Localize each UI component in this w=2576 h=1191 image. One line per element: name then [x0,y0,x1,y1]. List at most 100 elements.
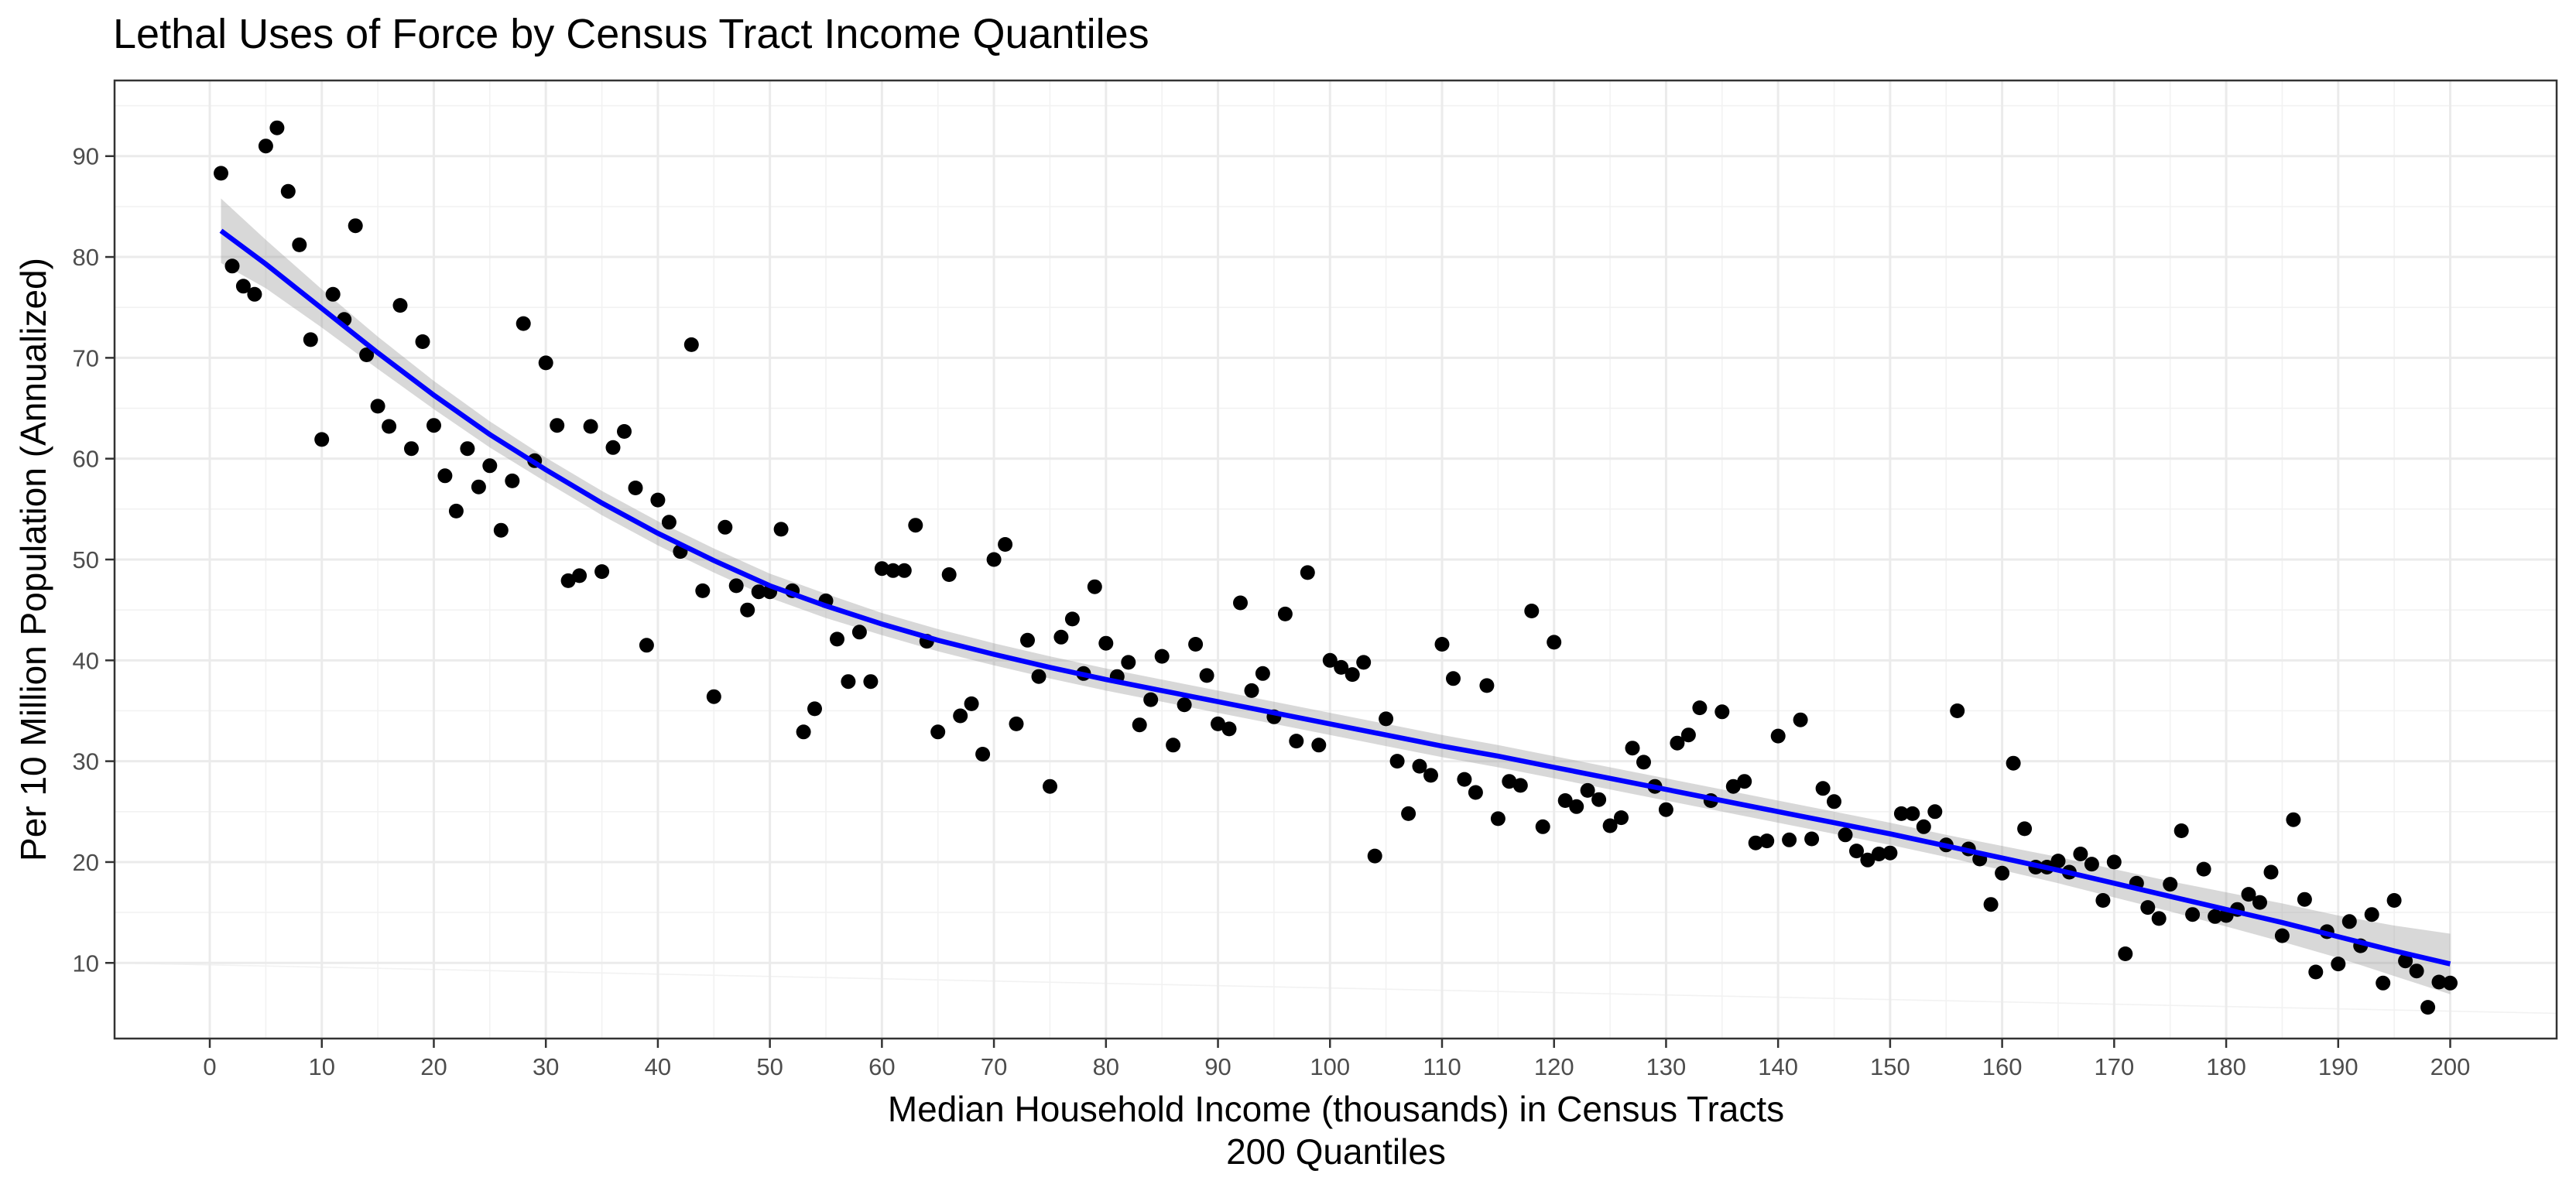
data-point [1770,728,1786,744]
x-tick-label: 120 [1534,1053,1574,1080]
y-minor-gridline [114,962,2557,1015]
data-point [493,522,509,538]
x-axis-sublabel: 200 Quantiles [1226,1131,1446,1172]
data-point [1132,717,1147,733]
data-point [359,347,375,362]
data-point [2073,847,2088,861]
data-point [1950,703,1965,718]
data-point [2151,911,2167,926]
data-point [1860,852,1875,868]
data-point [2341,914,2357,929]
x-tick-label: 30 [533,1053,559,1080]
data-point [1009,716,1024,731]
y-tick-label: 20 [73,849,99,876]
data-point [583,419,598,434]
data-point [1782,832,1797,847]
data-point [863,674,879,690]
data-point [1446,671,1461,686]
data-point [560,573,576,588]
y-axis: 10 20 30 40 50 60 70 80 90 [73,143,115,977]
data-point [2118,946,2133,961]
data-point [986,552,1002,567]
data-point [1827,794,1841,809]
data-point [1591,792,1607,807]
data-point [538,355,553,371]
x-tick-label: 150 [1870,1053,1910,1080]
data-point [2006,755,2021,771]
data-point [1345,667,1360,683]
data-point [572,568,587,584]
data-point [1916,819,1931,834]
data-point [482,458,498,474]
data-point [941,567,957,582]
data-point [1512,778,1528,793]
data-point [1849,844,1864,859]
data-point [2163,877,2178,892]
data-point [1401,806,1416,821]
data-point [2084,857,2099,872]
data-point [661,515,677,530]
chart-title: Lethal Uses of Force by Census Tract Inc… [113,11,1149,57]
data-point [2364,907,2379,922]
data-point [639,638,654,653]
data-point [896,563,912,578]
data-point [1871,847,1886,861]
confidence-band-layer [221,198,2451,994]
data-point [1759,833,1775,849]
data-point [650,492,666,508]
data-point [1580,782,1595,798]
x-tick-label: 80 [1093,1053,1119,1080]
data-point [2252,895,2267,910]
data-point [437,468,453,484]
data-point [1423,768,1438,783]
x-tick-label: 50 [756,1053,783,1080]
data-point [2196,861,2211,877]
data-point [628,481,643,495]
data-point [2095,893,2111,908]
data-point [841,674,856,690]
data-point [2174,823,2189,838]
x-axis: 0 10 20 30 40 50 60 70 80 90 100 110 120 130 140 150 160… [203,1039,2470,1080]
data-point [751,584,766,600]
data-point [415,334,430,349]
data-point [975,747,991,761]
data-point [1905,806,1920,821]
y-tick-label: 40 [73,647,99,674]
data-point [2431,974,2447,990]
y-tick-label: 60 [73,446,99,473]
data-point [1154,649,1170,664]
data-point [1211,716,1225,731]
data-point [1524,604,1540,618]
data-points-layer [214,120,2458,1015]
data-point [448,503,464,518]
data-point [1479,678,1495,693]
data-point [1379,711,1394,727]
data-point [1602,818,1618,833]
data-point [1311,738,1327,753]
data-point [1893,806,1909,821]
data-point [2297,892,2312,907]
y-tick-label: 50 [73,546,99,573]
data-point [2409,963,2424,979]
data-point [2106,854,2122,870]
data-point [2286,812,2301,827]
data-point [1614,810,1629,826]
data-point [550,418,565,433]
x-tick-label: 0 [203,1053,216,1080]
data-point [605,440,621,455]
data-point [2308,964,2324,980]
data-point [1020,632,1035,648]
data-point [1334,659,1349,675]
x-tick-label: 140 [1758,1053,1798,1080]
data-point [370,399,385,414]
x-tick-label: 190 [2318,1053,2358,1080]
data-point [1412,758,1427,774]
data-point [460,441,475,457]
data-point [1502,774,1517,789]
data-point [908,518,923,533]
y-tick-label: 10 [73,950,99,977]
data-point [1636,755,1651,770]
data-point [796,724,811,740]
data-point [348,218,363,234]
data-point [1031,669,1046,684]
